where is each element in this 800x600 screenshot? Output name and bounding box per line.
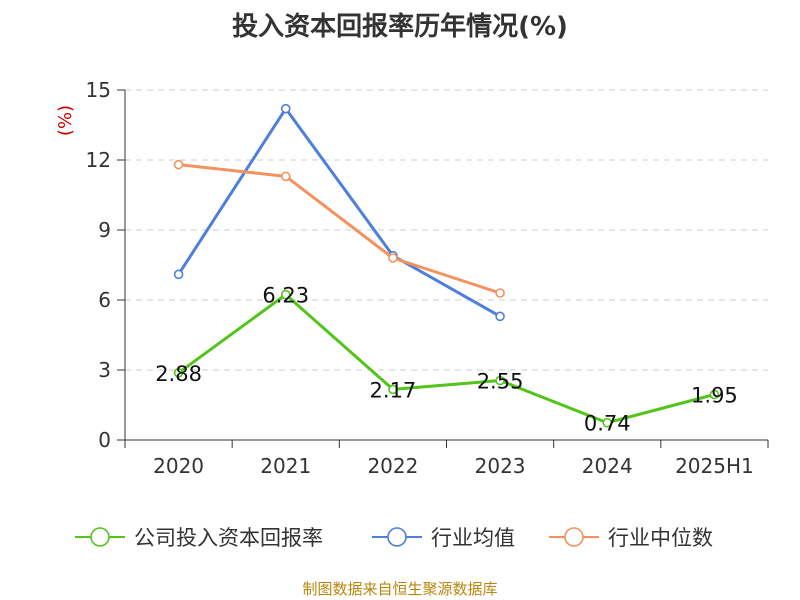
data-label: 6.23 <box>262 284 309 308</box>
data-point <box>388 253 398 263</box>
data-point <box>388 384 398 395</box>
series-line <box>177 107 501 318</box>
chart-title: 投入资本回报率历年情况(%) <box>232 12 568 42</box>
legend-marker <box>387 527 407 547</box>
data-point <box>173 367 184 378</box>
data-point <box>495 288 505 298</box>
source-note: 制图数据来自恒生聚源数据库 <box>302 580 498 598</box>
legend-marker <box>564 527 584 547</box>
data-point <box>495 375 505 386</box>
data-label: 2.88 <box>155 362 202 386</box>
y-tick-label: 15 <box>86 78 111 102</box>
data-point <box>280 103 291 114</box>
data-point <box>280 289 291 300</box>
x-tick-label: 2020 <box>153 454 204 478</box>
y-tick-label: 12 <box>86 148 111 172</box>
data-point <box>602 417 613 428</box>
data-label: 2.55 <box>477 370 524 394</box>
data-point <box>280 171 291 182</box>
y-tick-label: 3 <box>98 358 111 382</box>
legend-marker <box>90 527 110 547</box>
data-label: 0.74 <box>584 412 631 436</box>
y-tick-label: 0 <box>98 428 111 452</box>
data-point <box>173 269 184 280</box>
series-line <box>178 163 501 295</box>
legend-label: 行业均值 <box>431 526 515 550</box>
x-tick-label: 2024 <box>582 454 633 478</box>
x-tick-label: 2021 <box>260 454 311 478</box>
x-tick-label: 2023 <box>475 454 526 478</box>
data-point <box>173 159 184 170</box>
legend-label: 公司投入资本回报率 <box>134 526 323 550</box>
x-tick-label: 2025H1 <box>675 454 754 478</box>
data-point <box>709 389 720 400</box>
y-tick-label: 6 <box>98 288 111 312</box>
data-label: 1.95 <box>691 384 738 408</box>
y-tick-label: 9 <box>98 218 111 242</box>
legend-label: 行业中位数 <box>608 526 713 550</box>
data-point <box>495 311 505 322</box>
x-tick-label: 2022 <box>367 454 418 478</box>
series-line <box>177 293 715 425</box>
data-label: 2.17 <box>370 378 417 402</box>
